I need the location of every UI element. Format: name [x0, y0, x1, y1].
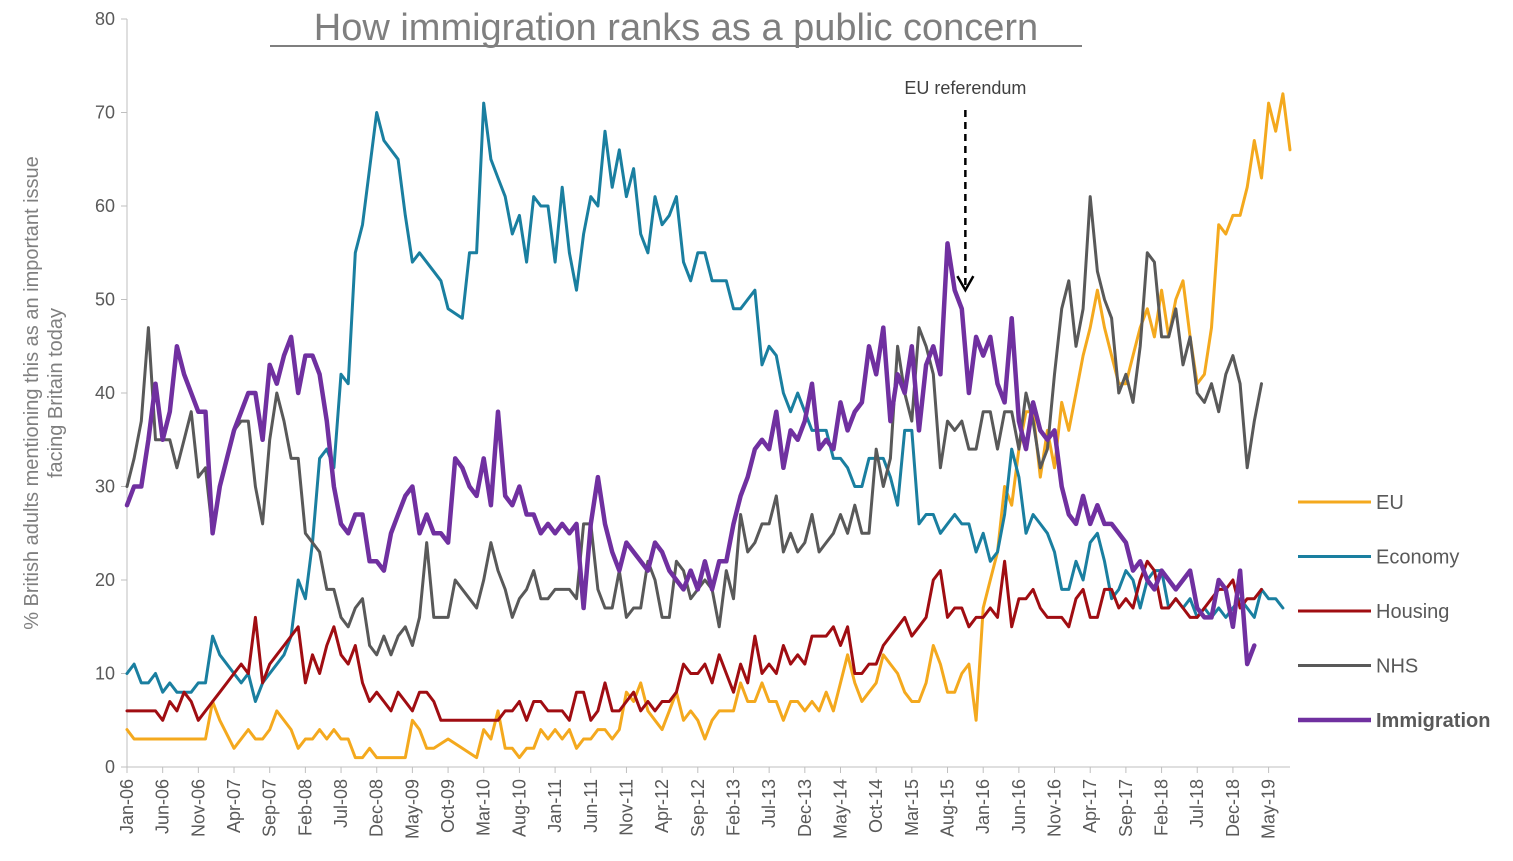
y-tick-label: 0 [105, 757, 115, 777]
x-tick-label: May-19 [1259, 779, 1279, 839]
x-tick-label: Jan-06 [117, 779, 137, 834]
x-tick-label: Dec-18 [1223, 779, 1243, 837]
annotation: EU referendum [904, 78, 1026, 293]
x-axis: Jan-06 Jun-06 Nov-06 Apr-07 Sep-07 Feb-08 Jul-… [117, 766, 1290, 839]
legend-item-nhs: NHS [1298, 656, 1418, 678]
x-tick-label: Apr-17 [1080, 779, 1100, 833]
y-tick-label: 50 [95, 290, 115, 310]
x-tick-label: Jun-11 [581, 779, 601, 833]
legend-label: Immigration [1376, 710, 1490, 732]
x-tick-label: Jan-16 [973, 779, 993, 834]
legend-label: Economy [1376, 547, 1459, 569]
legend-item-immigration: Immigration [1298, 710, 1490, 732]
y-tick-label: 40 [95, 383, 115, 403]
series-line-immigration [124, 241, 1257, 667]
y-tick-label: 70 [95, 103, 115, 123]
legend-item-economy: Economy [1298, 547, 1459, 569]
x-tick-label: Apr-12 [652, 779, 672, 833]
annotation-arrow-head [956, 275, 975, 293]
series-line-eu [125, 92, 1292, 760]
legend-label: EU [1376, 492, 1404, 514]
x-tick-label: Oct-14 [866, 779, 886, 833]
chart-title: How immigration ranks as a public concer… [314, 7, 1038, 49]
y-axis: 0 10 20 30 40 50 60 70 80 [95, 9, 128, 777]
y-axis-label: % British adults mentioning this as an i… [21, 156, 67, 630]
y-tick-label: 80 [95, 9, 115, 29]
series-line-housing [125, 559, 1263, 722]
x-tick-label: Jun-06 [153, 779, 173, 834]
x-tick-label: Mar-15 [902, 779, 922, 836]
legend: EU Economy Housing NHS Immigration [1298, 492, 1490, 732]
x-tick-label: Jul-13 [759, 779, 779, 828]
x-tick-label: Mar-10 [474, 779, 494, 836]
x-tick-label: Aug-10 [509, 779, 529, 837]
series-line-economy [125, 101, 1285, 703]
x-tick-label: May-09 [402, 779, 422, 839]
legend-label: Housing [1376, 601, 1449, 623]
x-tick-label: May-14 [830, 779, 850, 839]
y-tick-label: 30 [95, 477, 115, 497]
x-tick-label: Feb-18 [1152, 779, 1172, 836]
x-tick-label: Nov-06 [188, 779, 208, 837]
x-tick-label: Jan-11 [545, 779, 565, 833]
series-layer [124, 92, 1292, 760]
x-tick-label: Jul-08 [331, 779, 351, 828]
legend-item-housing: Housing [1298, 601, 1449, 623]
x-tick-label: Nov-16 [1045, 779, 1065, 837]
x-tick-label: Dec-13 [795, 779, 815, 837]
legend-label: NHS [1376, 656, 1418, 678]
y-tick-label: 10 [95, 664, 115, 684]
x-tick-label: Sep-12 [688, 779, 708, 837]
x-tick-label: Jun-16 [1009, 779, 1029, 834]
y-tick-label: 60 [95, 196, 115, 216]
y-tick-label: 20 [95, 570, 115, 590]
x-tick-label: Feb-08 [295, 779, 315, 836]
y-axis-label-line-2: facing Britain today [45, 308, 67, 478]
x-tick-label: Jul-18 [1187, 779, 1207, 828]
x-tick-label: Nov-11 [616, 779, 636, 836]
legend-item-eu: EU [1298, 492, 1404, 514]
y-axis-label-line-1: % British adults mentioning this as an i… [21, 156, 43, 630]
x-tick-label: Oct-09 [438, 779, 458, 833]
x-tick-label: Dec-08 [367, 779, 387, 837]
x-tick-label: Sep-17 [1116, 779, 1136, 837]
x-tick-label: Feb-13 [723, 779, 743, 836]
series-line-nhs [125, 195, 1263, 657]
annotation-label: EU referendum [904, 78, 1026, 98]
x-tick-label: Apr-07 [224, 779, 244, 833]
x-tick-label: Aug-15 [938, 779, 958, 837]
x-tick-label: Sep-07 [260, 779, 280, 837]
